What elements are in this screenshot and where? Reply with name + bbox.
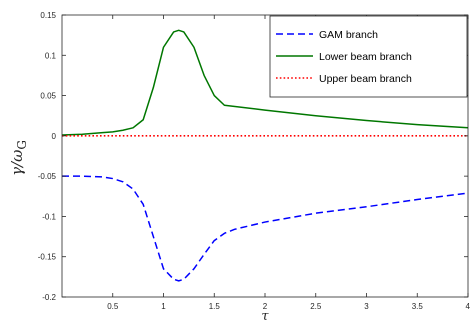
y-tick-label: 0.05	[40, 92, 56, 101]
legend: GAM branch Lower beam branch Upper beam br…	[269, 15, 468, 98]
legend-label: Upper beam branch	[319, 73, 412, 85]
series-line-gam-branch	[62, 175, 469, 282]
y-axis-label-subscript: G	[15, 140, 29, 150]
svg-text:γ/ωG: γ/ωG	[8, 140, 29, 176]
y-tick-label: -0.05	[38, 172, 57, 181]
x-tick-label: 3	[364, 302, 369, 311]
y-axis-label: γ/ωG	[8, 140, 29, 176]
y-tick-label: -0.2	[42, 293, 56, 302]
x-tick-label: 2	[263, 302, 268, 311]
y-tick-label: -0.15	[38, 253, 57, 262]
y-tick-label: -0.1	[42, 212, 56, 221]
x-tick-label: 2.5	[310, 302, 322, 311]
y-tick-label: 0.1	[45, 51, 57, 60]
x-tick-label: 1.5	[209, 302, 221, 311]
series-line-lower-beam-branch	[61, 29, 469, 136]
legend-label: GAM branch	[319, 29, 378, 41]
x-tick-label: 1	[161, 302, 166, 311]
x-tick-label: 4	[466, 302, 471, 311]
y-tick-label: 0	[52, 132, 57, 141]
y-axis-label-main: γ/ω	[8, 150, 26, 176]
x-tick-label: 0.5	[107, 302, 119, 311]
series-layer	[61, 29, 469, 282]
x-tick-label: 3.5	[412, 302, 424, 311]
x-axis-label: τ	[261, 309, 269, 324]
legend-label: Lower beam branch	[319, 51, 412, 63]
y-tick-label: 0.15	[40, 11, 56, 20]
